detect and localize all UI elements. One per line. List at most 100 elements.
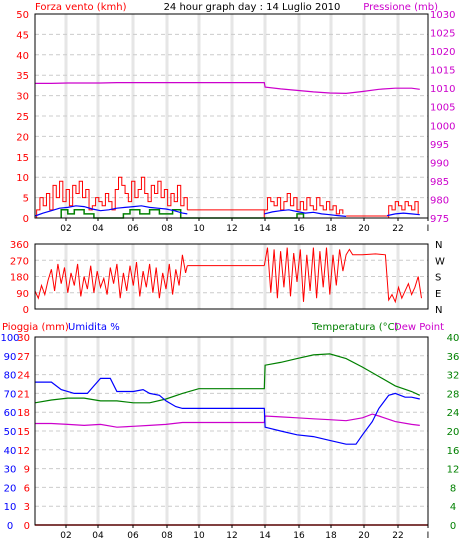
dir-ytick-3: 270	[10, 256, 29, 267]
dir-compass-4: N	[435, 240, 442, 251]
temp-ytick-4: 16	[447, 446, 460, 457]
dir-ytick-2: 180	[10, 273, 29, 284]
direction-series-1	[34, 254, 188, 300]
humidity-ytick-0: 0	[7, 521, 13, 532]
temp-ytick-10: 40	[447, 333, 460, 344]
pressure-ytick-1: 980	[430, 195, 449, 206]
humidity-ytick-7: 70	[4, 389, 17, 400]
dir-compass-0: N	[435, 305, 442, 316]
temp-panel-xlabel-0: 02	[60, 531, 71, 541]
temp-panel-xlabel-6: 14	[259, 531, 271, 541]
wind-ytick-1: 5	[23, 194, 29, 205]
temp-ytick-7: 28	[447, 389, 460, 400]
rain-axis-label: Pioggia (mm)	[2, 322, 69, 333]
wind-ytick-0: 0	[23, 214, 29, 225]
rain-ytick-4: 12	[17, 446, 30, 457]
wind-ytick-5: 25	[16, 112, 29, 123]
rain-ytick-7: 21	[17, 389, 30, 400]
dir-ytick-1: 90	[16, 289, 29, 300]
pressure-ytick-6: 1005	[430, 103, 455, 114]
humidity-ytick-5: 50	[4, 427, 17, 438]
temp-ytick-0: 0	[450, 521, 456, 532]
temp-panel-xlabel-9: 20	[358, 531, 370, 541]
wind-axis-label: Forza vento (kmh)	[35, 2, 127, 13]
pressure-ytick-5: 1000	[430, 121, 455, 132]
humidity-ytick-3: 30	[4, 465, 17, 476]
gust-series-seg-2	[388, 201, 419, 218]
wind-ytick-7: 35	[16, 71, 29, 82]
humidity-ytick-6: 60	[4, 408, 17, 419]
temp-panel-xlabel-2: 06	[127, 531, 139, 541]
wind-ytick-4: 20	[16, 132, 29, 143]
rain-ytick-9: 27	[17, 352, 30, 363]
wind-ytick-6: 30	[16, 92, 29, 103]
pressure-ytick-11: 1030	[430, 10, 455, 21]
temp-ytick-2: 8	[450, 483, 456, 494]
temp-panel-xlabel-3: 08	[161, 531, 173, 541]
humidity-ytick-2: 20	[4, 483, 17, 494]
temp-panel-xlabel-10: 22	[392, 531, 403, 541]
wind-panel-xlabel-0: 02	[60, 224, 71, 234]
wind-ytick-10: 50	[16, 10, 29, 21]
temperature-axis-label: Temperatura (°C)	[311, 322, 399, 333]
temp-ytick-9: 36	[447, 352, 460, 363]
humidity-ytick-8: 80	[4, 371, 17, 382]
gust-series-seg-0	[36, 176, 188, 218]
pressure-ytick-0: 975	[430, 214, 449, 225]
rain-ytick-6: 18	[17, 408, 30, 419]
wind-ytick-2: 10	[16, 173, 29, 184]
dir-compass-1: E	[435, 289, 441, 300]
wind-panel-xlabel-10: 22	[392, 224, 403, 234]
dir-compass-2: S	[435, 273, 441, 284]
humidity-axis-label: Umidita %	[68, 322, 120, 333]
pressure-series	[35, 81, 420, 95]
wind-panel-xlabel-9: 20	[358, 224, 370, 234]
dir-panel-frame	[34, 243, 429, 310]
temp-panel-xlabel-7: 16	[293, 531, 305, 541]
wind-green-series	[60, 209, 305, 219]
wind-ytick-8: 40	[16, 51, 29, 62]
pressure-ytick-10: 1025	[430, 29, 455, 40]
gust-series-seg-1	[263, 193, 344, 218]
temp-ytick-6: 24	[447, 408, 460, 419]
temp-ytick-8: 32	[447, 371, 460, 382]
humidity-ytick-1: 10	[4, 502, 17, 513]
pressure-ytick-8: 1015	[430, 66, 455, 77]
direction-series-2	[263, 247, 422, 304]
rain-ytick-1: 3	[24, 502, 30, 513]
humidity-ytick-10: 100	[0, 333, 19, 344]
dir-compass-3: W	[435, 256, 445, 267]
pressure-ytick-3: 990	[430, 158, 449, 169]
wind-avg-series-2	[264, 209, 347, 217]
chart-title: 24 hour graph day : 14 Luglio 2010	[164, 2, 341, 13]
wind-panel-xlabel-3: 08	[161, 224, 173, 234]
pressure-ytick-9: 1020	[430, 47, 455, 58]
wind-avg-series-1	[34, 205, 188, 217]
dir-ytick-0: 0	[23, 305, 29, 316]
wind-panel-xlabel-8: 18	[325, 224, 337, 234]
rain-ytick-10: 30	[17, 333, 30, 344]
pressure-ytick-7: 1010	[430, 84, 455, 95]
wind-ytick-9: 45	[16, 30, 29, 41]
humidity-series	[35, 377, 420, 445]
humidity-ytick-4: 40	[4, 446, 17, 457]
pressure-axis-label: Pressione (mb)	[363, 2, 438, 13]
dewpoint-axis-label: Dew Point	[394, 322, 444, 333]
wind-panel-xlabel-2: 06	[127, 224, 139, 234]
wind-panel-xlabel-7: 16	[293, 224, 305, 234]
temperature-series	[34, 353, 421, 404]
pressure-ytick-4: 995	[430, 140, 449, 151]
dewpoint-series	[35, 413, 420, 428]
rain-ytick-3: 9	[24, 465, 30, 476]
wind-panel-xlabel-6: 14	[259, 224, 271, 234]
humidity-ytick-9: 90	[4, 352, 17, 363]
temp-panel-xlabel-8: 18	[325, 531, 337, 541]
wind-panel-xlabel-11: I	[427, 224, 430, 234]
temp-ytick-3: 12	[447, 465, 460, 476]
rain-ytick-8: 24	[17, 371, 30, 382]
temp-ytick-1: 4	[450, 502, 456, 513]
wind-panel-xlabel-5: 12	[226, 224, 237, 234]
rain-ytick-5: 15	[17, 427, 30, 438]
temp-panel-xlabel-4: 10	[193, 531, 205, 541]
